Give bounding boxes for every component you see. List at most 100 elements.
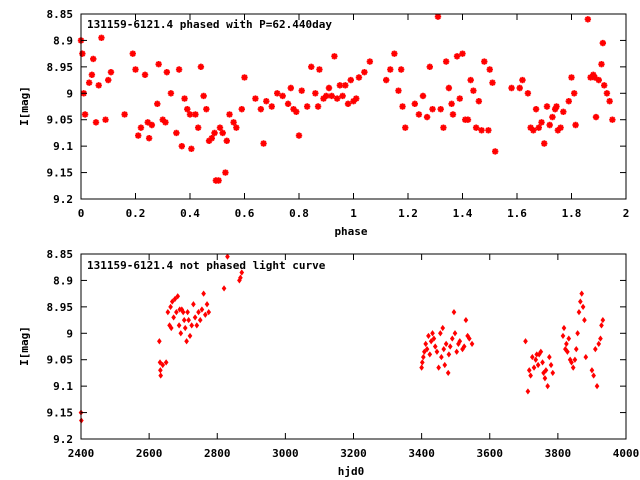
- phased-data-point: [449, 111, 457, 118]
- phased-data-point: [192, 111, 199, 118]
- phased-data-point: [233, 124, 240, 131]
- phased-data-point: [211, 129, 218, 137]
- unphased-data-point: [580, 303, 586, 310]
- unphased-data-point: [431, 335, 437, 342]
- phased-data-point: [145, 135, 153, 142]
- phased-data-point: [95, 82, 102, 89]
- unphased-data-point: [446, 351, 452, 358]
- phased-data-point: [295, 132, 303, 139]
- phased-data-point: [132, 66, 139, 73]
- unphased-data-point: [596, 340, 602, 347]
- phased-data-point: [303, 103, 311, 110]
- unphased-data-point: [600, 316, 606, 324]
- phased-data-point: [333, 95, 341, 102]
- unphased-data-point: [538, 348, 544, 355]
- phased-data-point: [411, 100, 419, 108]
- phased-data-point: [121, 111, 128, 118]
- unphased-data-point: [540, 359, 545, 366]
- phased-data-point: [571, 90, 578, 97]
- phased-data-point: [399, 103, 406, 110]
- phased-y-axis-label: I[mag]: [18, 86, 31, 126]
- phased-data-point: [478, 127, 485, 134]
- unphased-data-point: [419, 359, 425, 366]
- phased-data-point: [402, 124, 409, 131]
- unphased-data-point: [579, 290, 585, 297]
- phased-plot-title: 131159-6121.4 phased with P=62.440day: [87, 18, 332, 31]
- unphased-data-point: [169, 298, 175, 305]
- phased-data-point: [383, 76, 390, 84]
- phased-data-point: [155, 61, 162, 68]
- phased-data-point: [263, 98, 270, 105]
- unphased-y-axis-label: I[mag]: [18, 326, 31, 366]
- phased-data-point: [316, 66, 323, 73]
- phased-data-point: [592, 113, 600, 121]
- phased-y-tick-label: 9.2: [53, 193, 73, 206]
- unphased-data-point: [541, 369, 546, 377]
- phased-y-tick-label: 9.1: [53, 140, 73, 153]
- phased-data-point: [208, 135, 215, 142]
- phased-data-point: [470, 87, 477, 94]
- unphased-data-point: [182, 324, 188, 332]
- unphased-data-point: [447, 343, 453, 350]
- unphased-data-point: [168, 303, 173, 310]
- unphased-data-point: [439, 353, 444, 361]
- phased-data-points: [77, 13, 616, 184]
- phased-data-point: [260, 140, 267, 147]
- unphased-data-point: [573, 346, 579, 353]
- phased-data-point: [524, 90, 532, 97]
- phased-data-point: [568, 74, 575, 81]
- phased-data-point: [178, 142, 186, 150]
- unphased-y-tick-label: 9.05: [47, 354, 74, 367]
- phased-data-point: [472, 124, 480, 131]
- phased-data-point: [323, 92, 330, 100]
- phased-data-point: [223, 137, 230, 145]
- phased-data-point: [238, 105, 245, 113]
- unphased-x-tick-label: 2600: [136, 447, 163, 460]
- phased-data-point: [148, 121, 156, 129]
- unphased-y-tick-label: 8.85: [47, 248, 74, 261]
- phased-data-point: [186, 111, 194, 118]
- phased-data-point: [308, 63, 315, 71]
- phased-data-point: [546, 121, 553, 129]
- phased-data-point: [535, 124, 542, 131]
- phased-data-point: [137, 124, 145, 131]
- phased-data-point: [205, 137, 213, 145]
- phased-data-point: [194, 124, 202, 131]
- unphased-data-points: [78, 253, 606, 424]
- phased-data-point: [274, 90, 281, 97]
- phased-x-tick-label: 2: [623, 207, 630, 220]
- unphased-y-tick-label: 8.9: [53, 274, 73, 287]
- phased-data-point: [331, 53, 338, 60]
- unphased-data-point: [174, 309, 179, 316]
- unphased-x-tick-label: 4000: [613, 447, 640, 460]
- unphased-data-point: [171, 314, 176, 321]
- phased-y-tick-label: 8.95: [47, 61, 74, 74]
- phased-data-point: [350, 98, 357, 105]
- unphased-plot-title: 131159-6121.4 not phased light curve: [87, 259, 326, 272]
- unphased-plot-panel: 131159-6121.4 not phased light curve 240…: [18, 248, 639, 478]
- phased-data-point: [453, 53, 461, 60]
- phased-data-point: [85, 79, 93, 86]
- unphased-data-point: [197, 316, 203, 324]
- phased-data-point: [268, 103, 275, 110]
- unphased-data-point: [461, 343, 467, 350]
- phased-data-point: [197, 63, 205, 71]
- unphased-y-tick-label: 9.15: [47, 407, 74, 420]
- phased-data-point: [486, 66, 493, 73]
- phased-x-tick-label: 1.8: [562, 207, 582, 220]
- unphased-data-point: [583, 353, 589, 361]
- phased-data-point: [325, 84, 333, 92]
- unphased-data-point: [572, 356, 578, 363]
- unphased-data-point: [434, 348, 440, 355]
- phased-x-tick-label: 0.4: [180, 207, 200, 220]
- phased-data-point: [181, 95, 188, 102]
- phased-data-point: [222, 169, 229, 176]
- unphased-data-point: [449, 335, 455, 342]
- phased-data-point: [163, 68, 171, 76]
- phased-data-point: [92, 119, 100, 126]
- unphased-data-point: [582, 316, 587, 324]
- phased-data-point: [105, 76, 112, 84]
- phased-data-point: [102, 116, 109, 123]
- unphased-data-point: [575, 330, 580, 337]
